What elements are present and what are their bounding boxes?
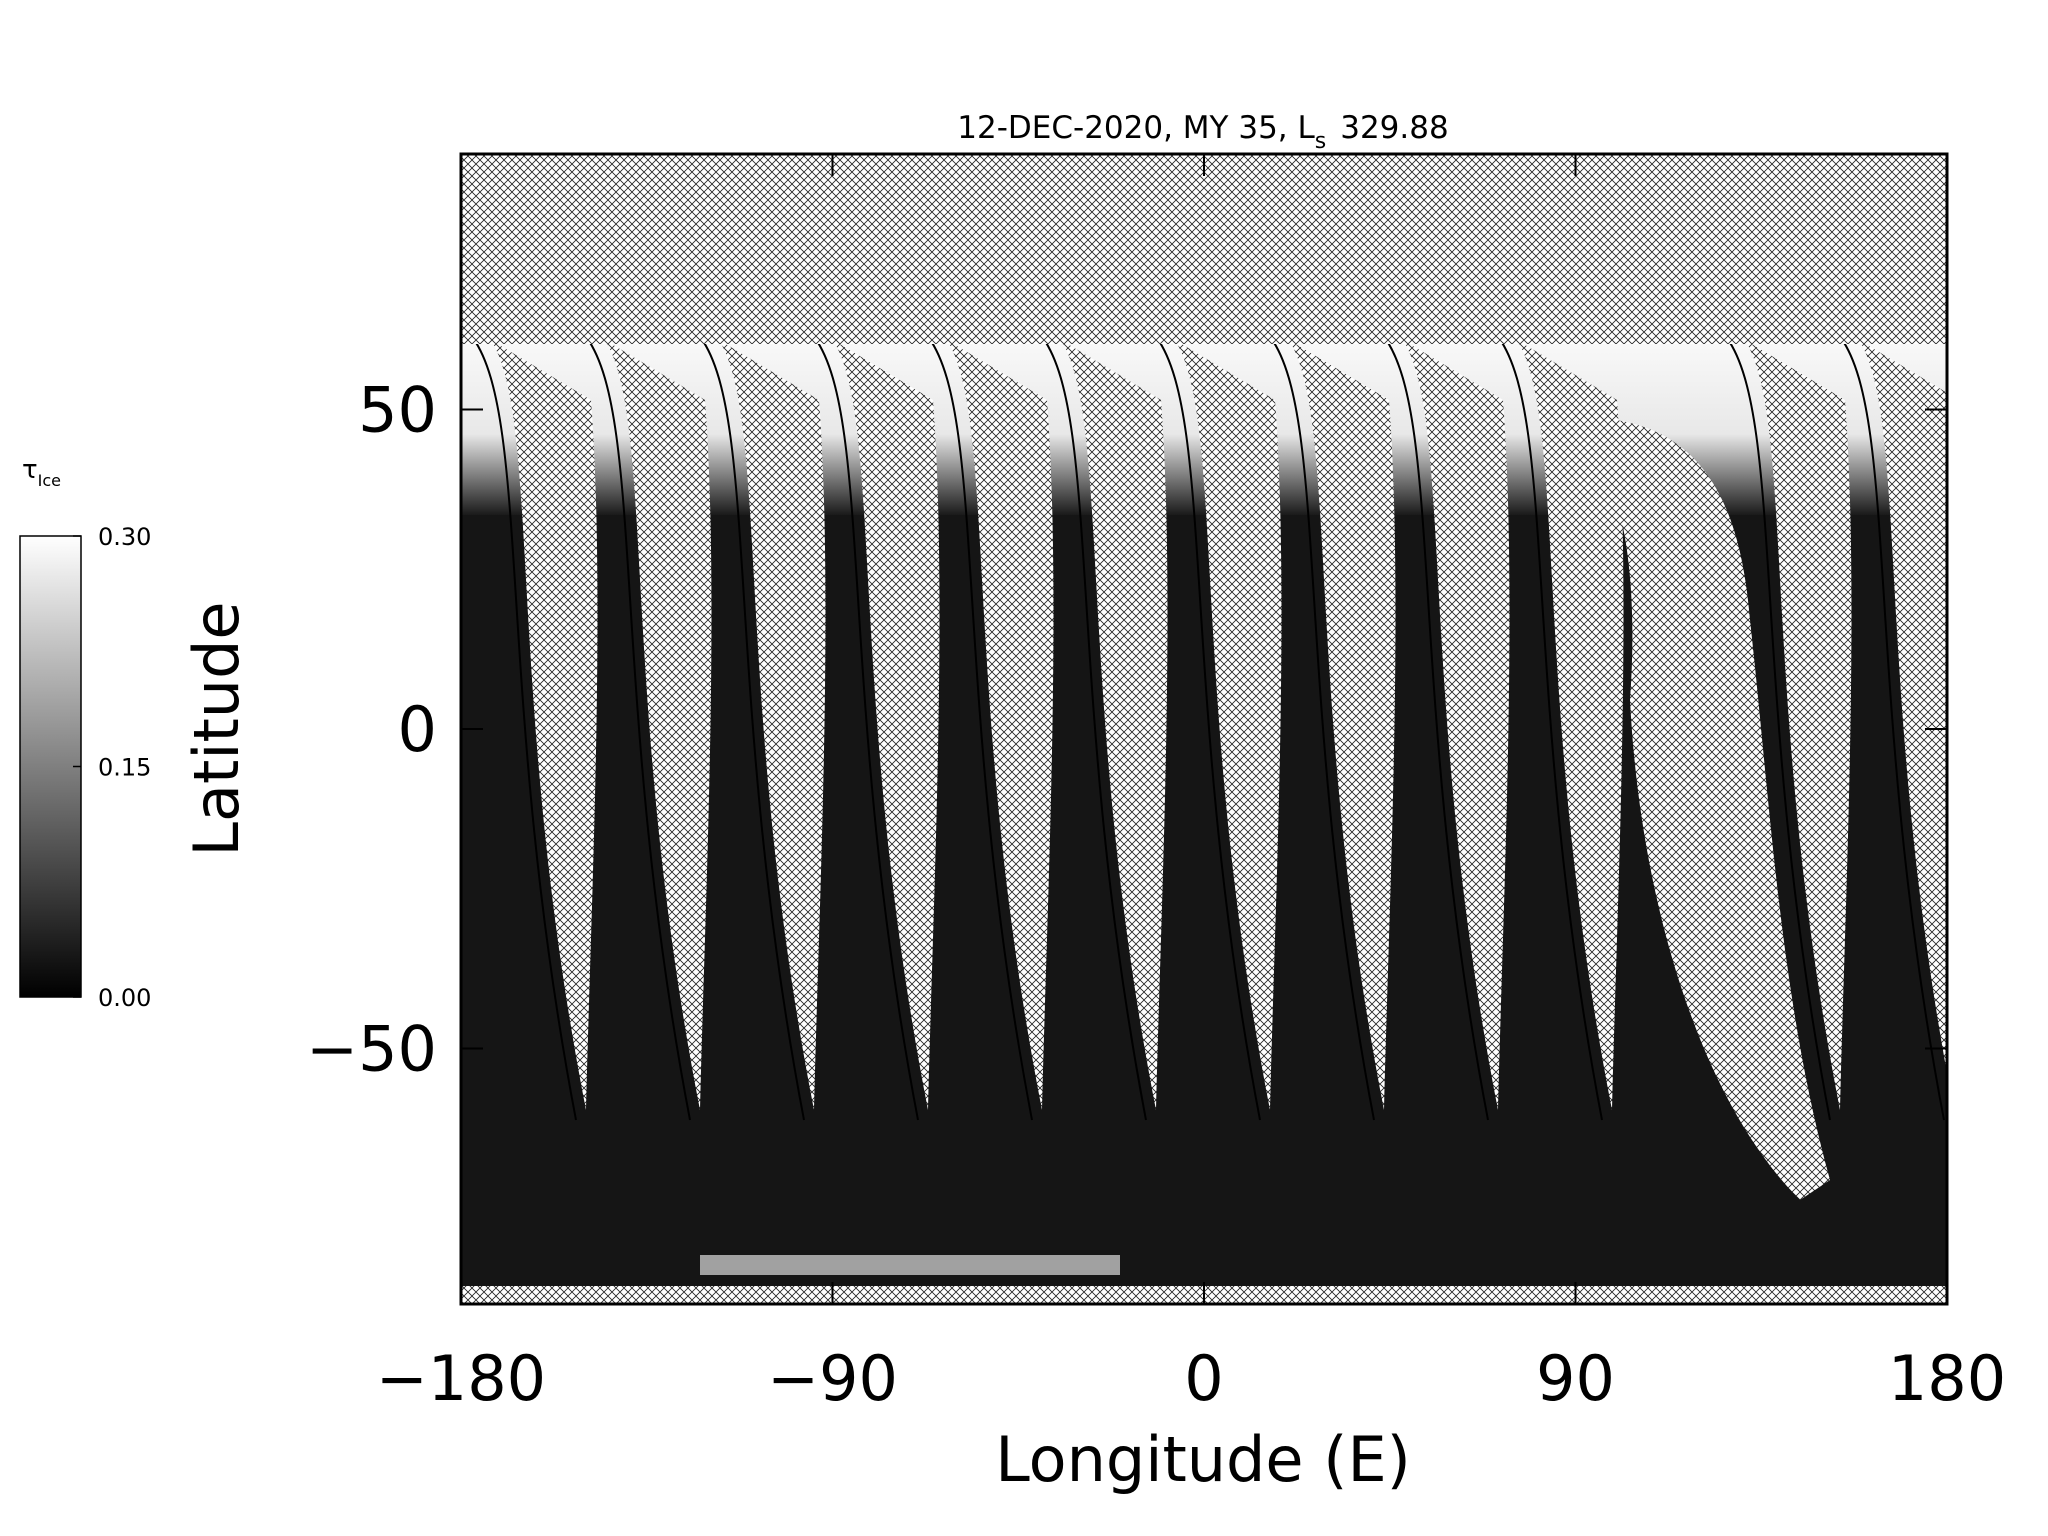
swath-gap: [1289, 340, 1396, 1110]
swath-gap: [1745, 340, 1852, 1110]
colorbar-label: τIce: [22, 455, 61, 490]
swath-edge: [1156, 337, 1261, 1121]
y-tick-label: 50: [358, 374, 437, 447]
swath-edge: [1726, 337, 1831, 1121]
chart-title: 12-DEC-2020, MY 35, Ls 329.88: [957, 110, 1448, 154]
swath-edge: [586, 337, 691, 1121]
x-axis-label: Longitude (E): [995, 1423, 1411, 1496]
south-bright: [700, 1255, 1120, 1275]
swath-gap: [491, 340, 598, 1110]
swath-gap: [1175, 340, 1282, 1110]
title-part: s: [1315, 129, 1326, 154]
swath-gap: [1403, 340, 1510, 1110]
x-tick-label: 0: [1184, 1342, 1223, 1415]
swath-gap: [719, 340, 826, 1110]
swath-edge: [1840, 337, 1945, 1121]
y-axis-label: Latitude: [180, 601, 253, 856]
swath-edge: [814, 337, 919, 1121]
swath-gap: [1517, 340, 1624, 1110]
x-tick-label: −90: [767, 1342, 898, 1415]
swath-gap: [947, 340, 1054, 1110]
swath-edge: [700, 337, 805, 1121]
swath-gap: [1061, 340, 1168, 1110]
title-part: 329.88: [1340, 110, 1448, 146]
y-tick-label: −50: [306, 1012, 437, 1085]
swath-edge: [472, 337, 577, 1121]
colorbar: [19, 535, 82, 998]
swath-gap: [833, 340, 940, 1110]
north-nodata: [461, 154, 1947, 344]
colorbar-label-part: Ice: [38, 471, 61, 490]
swath-gap: [605, 340, 712, 1110]
x-tick-label: 180: [1888, 1342, 2006, 1415]
colorbar-tick-label: 0.30: [98, 523, 151, 551]
ice-opacity-field: [461, 154, 1947, 1304]
y-tick-label: 0: [398, 693, 437, 766]
title-part: 12-DEC-2020, MY 35, L: [957, 110, 1315, 146]
x-tick-label: 90: [1536, 1342, 1615, 1415]
swath-edge: [1384, 337, 1489, 1121]
swath-edge: [1270, 337, 1375, 1121]
colorbar-tick-label: 0.00: [98, 984, 151, 1012]
swath-edge: [1042, 337, 1147, 1121]
colorbar-tick-label: 0.15: [98, 754, 151, 782]
swath-edge: [928, 337, 1033, 1121]
swath-gap: [1545, 417, 1830, 1200]
swath-edge: [1498, 337, 1603, 1121]
colorbar-label-part: τ: [22, 455, 38, 485]
x-tick-label: −180: [376, 1342, 546, 1415]
swath-gap: [1859, 340, 1947, 1073]
